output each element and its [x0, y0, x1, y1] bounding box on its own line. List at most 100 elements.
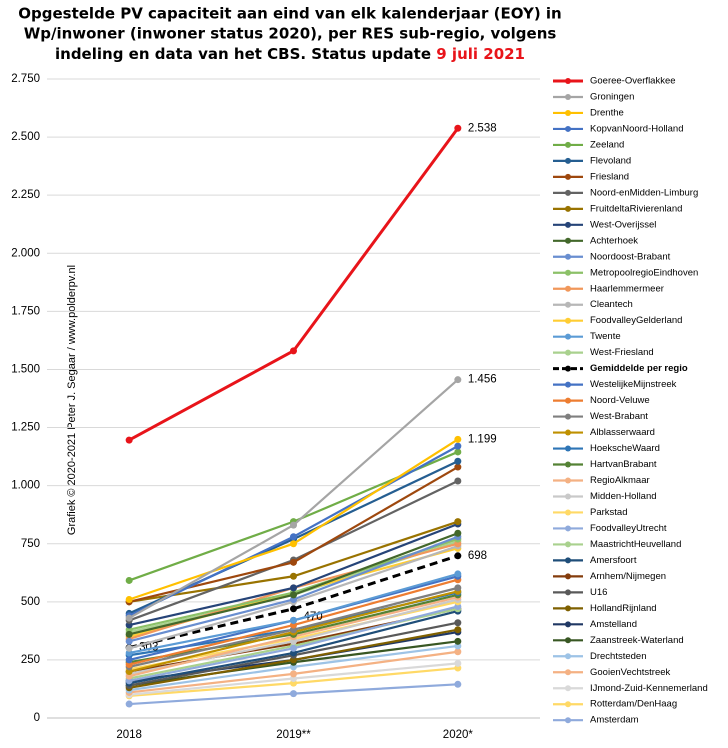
legend-label: West-Brabant [590, 411, 648, 422]
legend-marker [565, 605, 571, 612]
legend-marker [565, 461, 571, 468]
point [454, 457, 462, 465]
legend-label: Noord-enMidden-Limburg [590, 187, 698, 198]
y-tick-label: 1.000 [11, 480, 40, 492]
point [125, 637, 133, 645]
legend-label: IJmond-Zuid-Kennemerland [590, 683, 708, 694]
x-tick-label: 2018 [116, 729, 142, 741]
legend-marker [565, 301, 571, 308]
series-line [128, 127, 460, 442]
legend-label: HartvanBrabant [590, 459, 657, 470]
data-label: 1.456 [468, 374, 497, 386]
point [125, 630, 133, 638]
point [290, 558, 297, 566]
legend-marker [565, 269, 571, 276]
y-tick-label: 500 [21, 596, 40, 608]
legend-label: Amersfoort [590, 555, 637, 566]
point [454, 659, 462, 667]
legend-label: Parkstad [590, 507, 628, 518]
legend-marker [565, 78, 571, 84]
point [290, 521, 297, 529]
point [454, 570, 462, 578]
legend-label: HollandRijnland [590, 603, 657, 614]
y-tick-label: 1.500 [11, 363, 40, 375]
legend-marker [565, 541, 571, 548]
legend-label: U16 [590, 587, 607, 598]
legend-marker [565, 365, 571, 372]
legend-label: KopvanNoord-Holland [590, 123, 683, 134]
legend-label: Rotterdam/DenHaag [590, 699, 677, 710]
point [454, 552, 462, 560]
y-tick-label: 2.500 [11, 131, 40, 143]
legend-marker [565, 237, 571, 244]
legend-label: Flevoland [590, 155, 631, 166]
legend-marker [565, 685, 571, 692]
y-tick-label: 1.750 [11, 305, 40, 317]
legend-label: Haarlemmermeer [590, 283, 664, 294]
point [290, 591, 297, 599]
legend-marker [565, 93, 571, 100]
point [454, 518, 462, 526]
legend-label: Noordoost-Brabant [590, 251, 671, 262]
legend-marker [565, 205, 571, 212]
legend-marker [565, 573, 571, 580]
y-tick-label: 750 [21, 538, 40, 550]
legend-marker [565, 493, 571, 500]
legend-marker [565, 253, 571, 260]
point [454, 529, 462, 537]
chart-title: Wp/inwoner (inwoner status 2020), per RE… [24, 25, 557, 43]
x-tick-label: 2019** [276, 729, 311, 741]
legend-label: Noord-Veluwe [590, 395, 650, 406]
point [125, 436, 133, 444]
legend-label: HoekscheWaard [590, 443, 660, 454]
point [290, 347, 297, 355]
point [454, 680, 462, 688]
legend-label: West-Friesland [590, 347, 654, 358]
y-tick-label: 2.000 [11, 247, 40, 259]
legend-marker [565, 717, 571, 724]
chart-title: indeling en data van het CBS. Status upd… [55, 45, 431, 63]
point [290, 605, 297, 613]
legend-label: Zeeland [590, 139, 624, 150]
legend-marker [565, 349, 571, 356]
legend-marker [565, 381, 571, 388]
legend-marker [565, 157, 571, 164]
legend-label: GooienVechtstreek [590, 667, 671, 678]
legend-label: RegioAlkmaar [590, 475, 650, 486]
point [454, 442, 462, 450]
legend-label: MaastrichtHeuvelland [590, 539, 681, 550]
legend-label: FruitdeltaRivierenland [590, 203, 682, 214]
legend-marker [565, 477, 571, 484]
point [454, 637, 462, 645]
y-tick-label: 0 [34, 712, 40, 724]
point [125, 656, 133, 664]
data-label: 698 [468, 550, 487, 562]
legend-marker [565, 445, 571, 452]
point [290, 616, 297, 624]
point [454, 435, 462, 443]
legend-marker [565, 189, 571, 196]
legend-marker [565, 333, 571, 340]
legend-label: Goeree-Overflakkee [590, 76, 676, 87]
legend-marker [565, 141, 571, 148]
legend-label: Alblasserwaard [590, 427, 655, 438]
legend-marker [565, 429, 571, 436]
point [454, 619, 462, 627]
legend-marker [565, 397, 571, 404]
point [290, 572, 297, 580]
point [290, 644, 297, 652]
legend-label: Amstelland [590, 619, 637, 630]
legend-label: Twente [590, 331, 621, 342]
legend-label: Amsterdam [590, 715, 639, 726]
legend-label: Zaanstreek-Waterland [590, 635, 684, 646]
legend-marker [565, 637, 571, 644]
legend-label: Drechtsteden [590, 651, 647, 662]
legend-marker [565, 557, 571, 564]
point [125, 614, 133, 622]
legend-label: Friesland [590, 171, 629, 182]
point [125, 700, 133, 708]
point [290, 533, 297, 541]
legend-label: WestelijkeMijnstreek [590, 379, 677, 390]
legend-label: Drenthe [590, 107, 624, 118]
legend-label: Cleantech [590, 299, 633, 310]
